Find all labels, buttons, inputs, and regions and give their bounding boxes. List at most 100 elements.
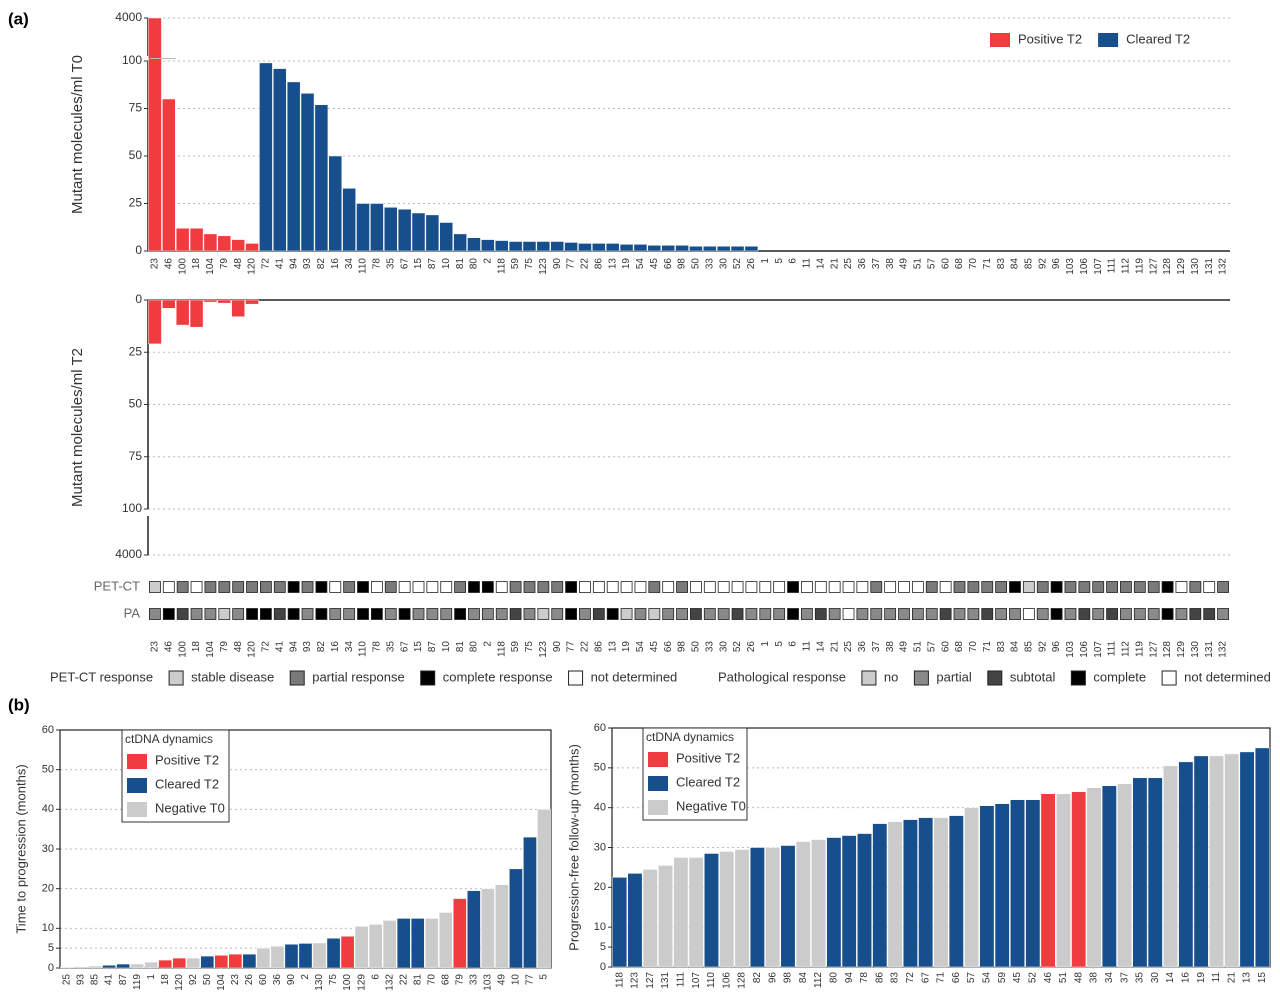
response-cell: [246, 581, 258, 593]
x-tick-label: 1: [760, 641, 771, 647]
response-cell: [384, 608, 397, 620]
response-cell: [398, 581, 411, 593]
response-cell: [1050, 581, 1063, 593]
x-tick-label: 85: [90, 974, 101, 986]
y-tick-label: 0: [135, 243, 142, 257]
bar: [536, 241, 551, 252]
x-tick-label: 92: [1037, 641, 1048, 653]
x-tick-label: 36: [272, 974, 283, 986]
bar: [1132, 777, 1148, 968]
response-cell: [287, 608, 300, 620]
bar: [270, 945, 285, 969]
response-cell: [357, 581, 369, 593]
response-cell: [1217, 608, 1229, 620]
bar: [495, 884, 509, 969]
response-cell: [911, 608, 924, 620]
legend-swatch: [127, 778, 147, 793]
x-tick-label: 131: [1204, 258, 1215, 275]
bar: [494, 240, 509, 252]
bar: [144, 961, 159, 969]
bar: [1239, 751, 1255, 968]
y-tick-label: 50: [594, 762, 606, 774]
x-tick-label: 6: [788, 258, 799, 264]
x-tick-label: 48: [233, 641, 244, 653]
x-tick-label: 92: [188, 974, 199, 986]
response-cell: [967, 608, 980, 620]
response-cell: [537, 608, 550, 620]
x-tick-label: 33: [468, 974, 479, 986]
row-label: PA: [124, 605, 141, 620]
x-tick-label: 79: [219, 258, 230, 270]
response-cell: [620, 581, 633, 593]
response-cell: [273, 581, 286, 593]
bar: [703, 246, 717, 252]
x-tick-label: 6: [370, 974, 381, 980]
x-tick-label: 132: [1218, 641, 1229, 658]
x-tick-label: 57: [966, 972, 977, 984]
x-tick-label: 26: [244, 974, 255, 986]
bar: [902, 819, 918, 968]
response-cell: [1036, 608, 1049, 620]
x-tick-label: 46: [163, 258, 174, 270]
x-tick-label: 75: [524, 641, 535, 653]
response-cell: [884, 608, 897, 620]
legend-label: partial: [936, 669, 972, 684]
bar: [162, 98, 176, 252]
y-axis-label: Mutant molecules/ml T2: [69, 348, 86, 507]
response-cell: [1203, 608, 1216, 620]
response-cell: [1175, 581, 1188, 593]
response-cell: [1120, 581, 1132, 593]
bar: [102, 964, 116, 969]
bar: [356, 203, 370, 252]
bar: [424, 918, 439, 969]
response-cell: [176, 608, 189, 620]
y-tick-label: 5: [600, 941, 606, 953]
response-cell: [343, 581, 356, 593]
bar: [453, 233, 467, 252]
y-tick-label: 75: [129, 449, 143, 463]
x-tick-label: 21: [829, 641, 840, 653]
bar: [231, 239, 245, 252]
response-cell: [606, 581, 619, 593]
bar: [673, 857, 689, 968]
x-tick-label: 71: [982, 641, 993, 653]
x-tick-label: 60: [258, 974, 269, 986]
legend-swatch: [648, 776, 668, 791]
x-tick-label: 78: [859, 972, 870, 984]
legend-label: Negative T0: [155, 800, 225, 815]
response-cell: [329, 581, 342, 593]
bar: [148, 299, 162, 345]
response-cell: [301, 608, 314, 620]
bar: [688, 857, 704, 968]
response-cell: [787, 608, 799, 620]
x-tick-label: 35: [1135, 972, 1146, 984]
x-tick-label: 54: [635, 258, 646, 270]
x-tick-label: 118: [496, 641, 507, 657]
response-cell: [759, 608, 772, 620]
x-tick-label: 19: [621, 641, 632, 653]
x-tick-label: 129: [356, 974, 367, 991]
x-tick-label: 83: [890, 972, 901, 984]
response-cell: [260, 608, 272, 620]
response-cell: [939, 581, 952, 593]
x-tick-label: 82: [316, 258, 327, 270]
legend-swatch: [648, 800, 668, 815]
response-cell: [828, 608, 841, 620]
legend-label: complete response: [443, 669, 553, 684]
x-tick-label: 1: [760, 258, 771, 264]
legend-swatch: [289, 670, 305, 686]
x-tick-label: 41: [104, 974, 115, 986]
x-tick-label: 36: [857, 258, 868, 270]
response-cell: [801, 608, 813, 620]
x-tick-label: 112: [1121, 258, 1132, 274]
response-cell: [759, 581, 772, 593]
bar: [994, 803, 1010, 968]
y-tick-label: 0: [135, 292, 142, 306]
response-cell: [495, 608, 508, 620]
y-axis-label: Progression-free follow-up (months): [566, 744, 581, 951]
x-tick-label: 85: [1023, 258, 1034, 270]
bar: [411, 212, 426, 252]
bar: [370, 203, 384, 252]
bar: [1040, 793, 1056, 968]
bar: [298, 943, 313, 969]
